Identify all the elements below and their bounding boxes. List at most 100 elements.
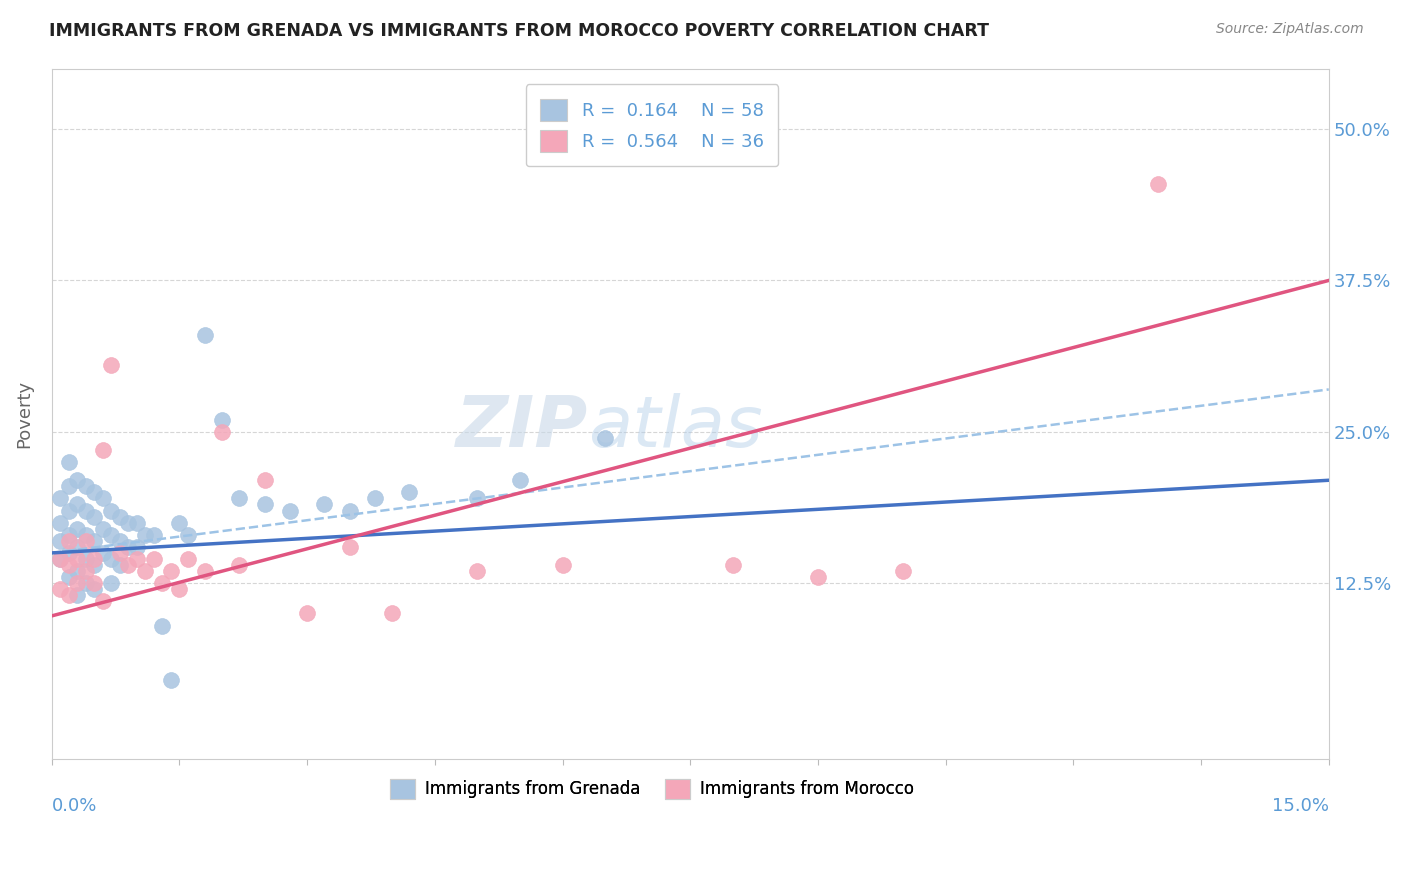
Point (83, 533, 105, 548)
Point (807, 570, 830, 584)
Point (49, 533, 72, 548)
Point (509, 473, 531, 487)
Point (75, 576, 97, 591)
Point (83, 485, 105, 500)
Point (58, 570, 80, 584)
Point (1147, 177, 1170, 191)
Point (100, 503, 122, 517)
Point (100, 552, 122, 566)
Point (228, 491, 250, 506)
Point (177, 527, 200, 541)
Point (58, 479, 80, 493)
Point (83, 582, 105, 597)
Point (108, 533, 131, 548)
Point (91, 522, 114, 536)
Point (177, 552, 200, 566)
Point (142, 527, 165, 541)
Point (108, 509, 131, 524)
Point (58, 588, 80, 602)
Point (253, 473, 276, 487)
Point (91, 442, 114, 457)
Point (194, 327, 217, 342)
Point (152, 576, 174, 591)
Text: IMMIGRANTS FROM GRENADA VS IMMIGRANTS FROM MOROCCO POVERTY CORRELATION CHART: IMMIGRANTS FROM GRENADA VS IMMIGRANTS FR… (49, 22, 990, 40)
Point (49, 552, 72, 566)
Point (117, 540, 139, 554)
Point (66, 473, 89, 487)
Point (91, 594, 114, 608)
Point (364, 491, 387, 506)
Point (75, 533, 97, 548)
Point (125, 540, 148, 554)
Point (169, 582, 191, 597)
Point (100, 576, 122, 591)
Point (211, 413, 233, 427)
Point (160, 564, 183, 578)
Text: 15.0%: 15.0% (1272, 797, 1329, 814)
Point (75, 552, 97, 566)
Point (211, 425, 233, 439)
Point (66, 540, 89, 554)
Point (49, 582, 72, 597)
Point (75, 564, 97, 578)
Point (339, 503, 361, 517)
Point (58, 533, 80, 548)
Point (593, 431, 616, 445)
Point (66, 522, 89, 536)
Text: ZIP: ZIP (456, 393, 588, 462)
Point (398, 485, 420, 500)
Point (134, 564, 156, 578)
Point (339, 540, 361, 554)
Point (551, 558, 574, 572)
Legend: Immigrants from Grenada, Immigrants from Morocco: Immigrants from Grenada, Immigrants from… (382, 772, 921, 805)
Point (278, 503, 301, 517)
Point (100, 527, 122, 541)
Point (381, 607, 404, 621)
Point (49, 552, 72, 566)
Point (228, 558, 250, 572)
Point (83, 576, 105, 591)
Point (125, 552, 148, 566)
Point (83, 509, 105, 524)
Point (314, 498, 336, 512)
Point (160, 673, 183, 687)
Point (891, 564, 914, 578)
Point (467, 491, 489, 506)
Point (134, 527, 156, 541)
Point (108, 546, 131, 560)
Point (49, 491, 72, 506)
Point (75, 527, 97, 541)
Point (117, 558, 139, 572)
Point (91, 491, 114, 506)
Text: atlas: atlas (588, 393, 762, 462)
Point (721, 558, 744, 572)
Point (142, 552, 165, 566)
Point (100, 358, 122, 372)
Point (75, 479, 97, 493)
Point (66, 552, 89, 566)
Point (66, 498, 89, 512)
Point (66, 576, 89, 591)
Point (75, 503, 97, 517)
Point (49, 516, 72, 530)
Point (295, 607, 318, 621)
Text: 0.0%: 0.0% (52, 797, 97, 814)
Point (108, 558, 131, 572)
Point (58, 558, 80, 572)
Y-axis label: Poverty: Poverty (15, 380, 32, 448)
Point (58, 455, 80, 469)
Point (91, 546, 114, 560)
Point (58, 503, 80, 517)
Point (58, 546, 80, 560)
Point (117, 516, 139, 530)
Point (194, 564, 217, 578)
Point (58, 527, 80, 541)
Point (125, 516, 148, 530)
Point (83, 552, 105, 566)
Point (152, 618, 174, 632)
Point (169, 516, 191, 530)
Point (83, 558, 105, 572)
Point (66, 564, 89, 578)
Text: Source: ZipAtlas.com: Source: ZipAtlas.com (1216, 22, 1364, 37)
Point (253, 498, 276, 512)
